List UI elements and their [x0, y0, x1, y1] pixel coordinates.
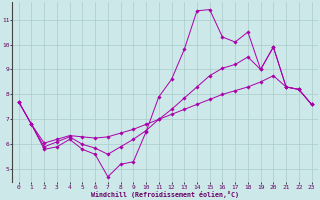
X-axis label: Windchill (Refroidissement éolien,°C): Windchill (Refroidissement éolien,°C) — [91, 191, 239, 198]
